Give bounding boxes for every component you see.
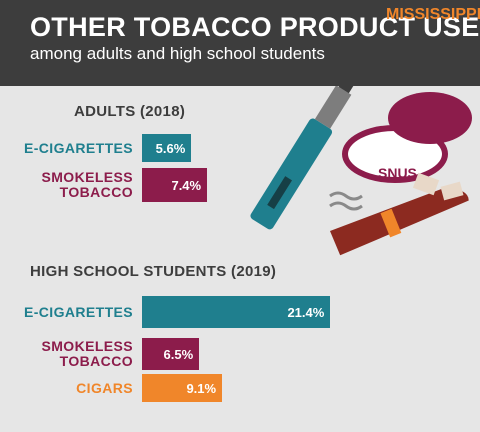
value-label: 6.5%: [163, 346, 194, 362]
title: OTHER TOBACCO PRODUCT USE: [30, 12, 480, 42]
bar: 7.4%: [142, 168, 208, 202]
state-label: MISSISSIPPI: [386, 6, 480, 23]
category-label: SMOKELESS TOBACCO: [41, 338, 133, 369]
value-label: 5.6%: [155, 140, 186, 156]
category-label: E-CIGARETTES: [23, 139, 133, 156]
chart-title: ADULTS (2018): [74, 103, 186, 120]
bar: 6.5%: [142, 338, 200, 370]
bar: 9.1%: [142, 374, 223, 402]
svg-text:SNUS: SNUS: [378, 165, 417, 181]
category-label: CIGARS: [76, 379, 133, 396]
bar: 21.4%: [142, 296, 331, 328]
value-label: 9.1%: [186, 380, 217, 396]
value-label: 7.4%: [171, 177, 202, 193]
subtitle: among adults and high school students: [30, 44, 325, 63]
category-label: SMOKELESS TOBACCO: [41, 169, 133, 200]
header: [0, 0, 480, 86]
value-label: 21.4%: [287, 304, 325, 320]
illustration: SNUS: [250, 86, 472, 256]
bar: 5.6%: [142, 134, 192, 162]
category-label: E-CIGARETTES: [23, 303, 133, 320]
chart-title: HIGH SCHOOL STUDENTS (2019): [30, 263, 277, 280]
